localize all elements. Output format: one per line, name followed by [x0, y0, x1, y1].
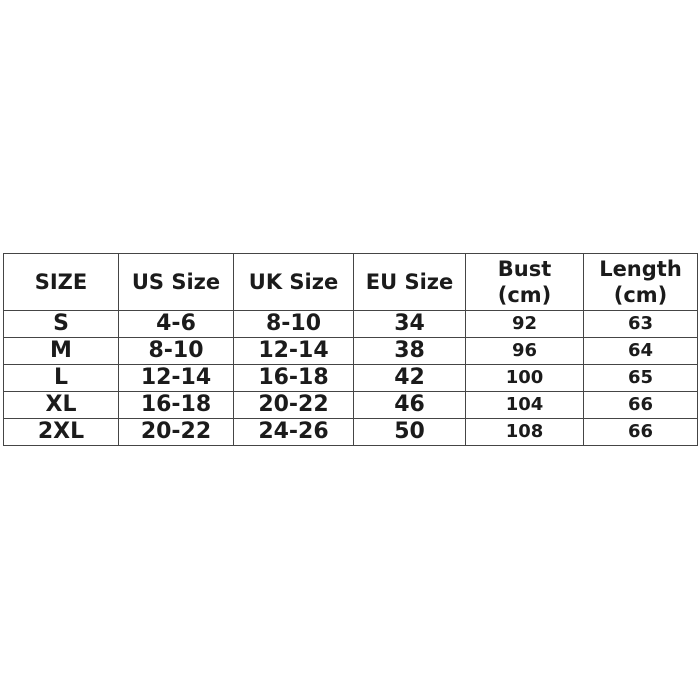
table-row-m: M 8-10 12-14 38 96 64: [3, 337, 698, 365]
column-header-uk-size: UK Size: [233, 253, 354, 311]
column-header-length: Length (cm): [583, 253, 698, 311]
us-size-cell: 4-6: [118, 310, 234, 338]
size-cell: 2XL: [3, 418, 119, 446]
column-header-eu-size: EU Size: [353, 253, 466, 311]
size-cell: XL: [3, 391, 119, 419]
eu-size-cell: 50: [353, 418, 466, 446]
us-size-cell: 20-22: [118, 418, 234, 446]
bust-cell: 96: [465, 337, 584, 365]
eu-size-cell: 42: [353, 364, 466, 392]
us-size-cell: 8-10: [118, 337, 234, 365]
us-size-cell: 16-18: [118, 391, 234, 419]
size-cell: M: [3, 337, 119, 365]
length-cell: 66: [583, 418, 698, 446]
length-cell: 65: [583, 364, 698, 392]
uk-size-cell: 16-18: [233, 364, 354, 392]
uk-size-cell: 20-22: [233, 391, 354, 419]
length-cell: 66: [583, 391, 698, 419]
uk-size-cell: 12-14: [233, 337, 354, 365]
us-size-cell: 12-14: [118, 364, 234, 392]
table-row-xl: XL 16-18 20-22 46 104 66: [3, 391, 698, 419]
table-row-2xl: 2XL 20-22 24-26 50 108 66: [3, 418, 698, 446]
column-header-us-size: US Size: [118, 253, 234, 311]
uk-size-cell: 8-10: [233, 310, 354, 338]
bust-cell: 104: [465, 391, 584, 419]
table-row-s: S 4-6 8-10 34 92 63: [3, 310, 698, 338]
header-row: SIZE US Size UK Size EU Size Bust (cm) L…: [3, 253, 698, 311]
column-header-bust: Bust (cm): [465, 253, 584, 311]
column-header-size: SIZE: [3, 253, 119, 311]
size-chart-table: SIZE US Size UK Size EU Size Bust (cm) L…: [3, 253, 698, 446]
eu-size-cell: 38: [353, 337, 466, 365]
bust-cell: 108: [465, 418, 584, 446]
length-cell: 64: [583, 337, 698, 365]
size-cell: L: [3, 364, 119, 392]
eu-size-cell: 46: [353, 391, 466, 419]
length-cell: 63: [583, 310, 698, 338]
eu-size-cell: 34: [353, 310, 466, 338]
table-row-l: L 12-14 16-18 42 100 65: [3, 364, 698, 392]
bust-cell: 92: [465, 310, 584, 338]
bust-cell: 100: [465, 364, 584, 392]
size-cell: S: [3, 310, 119, 338]
uk-size-cell: 24-26: [233, 418, 354, 446]
